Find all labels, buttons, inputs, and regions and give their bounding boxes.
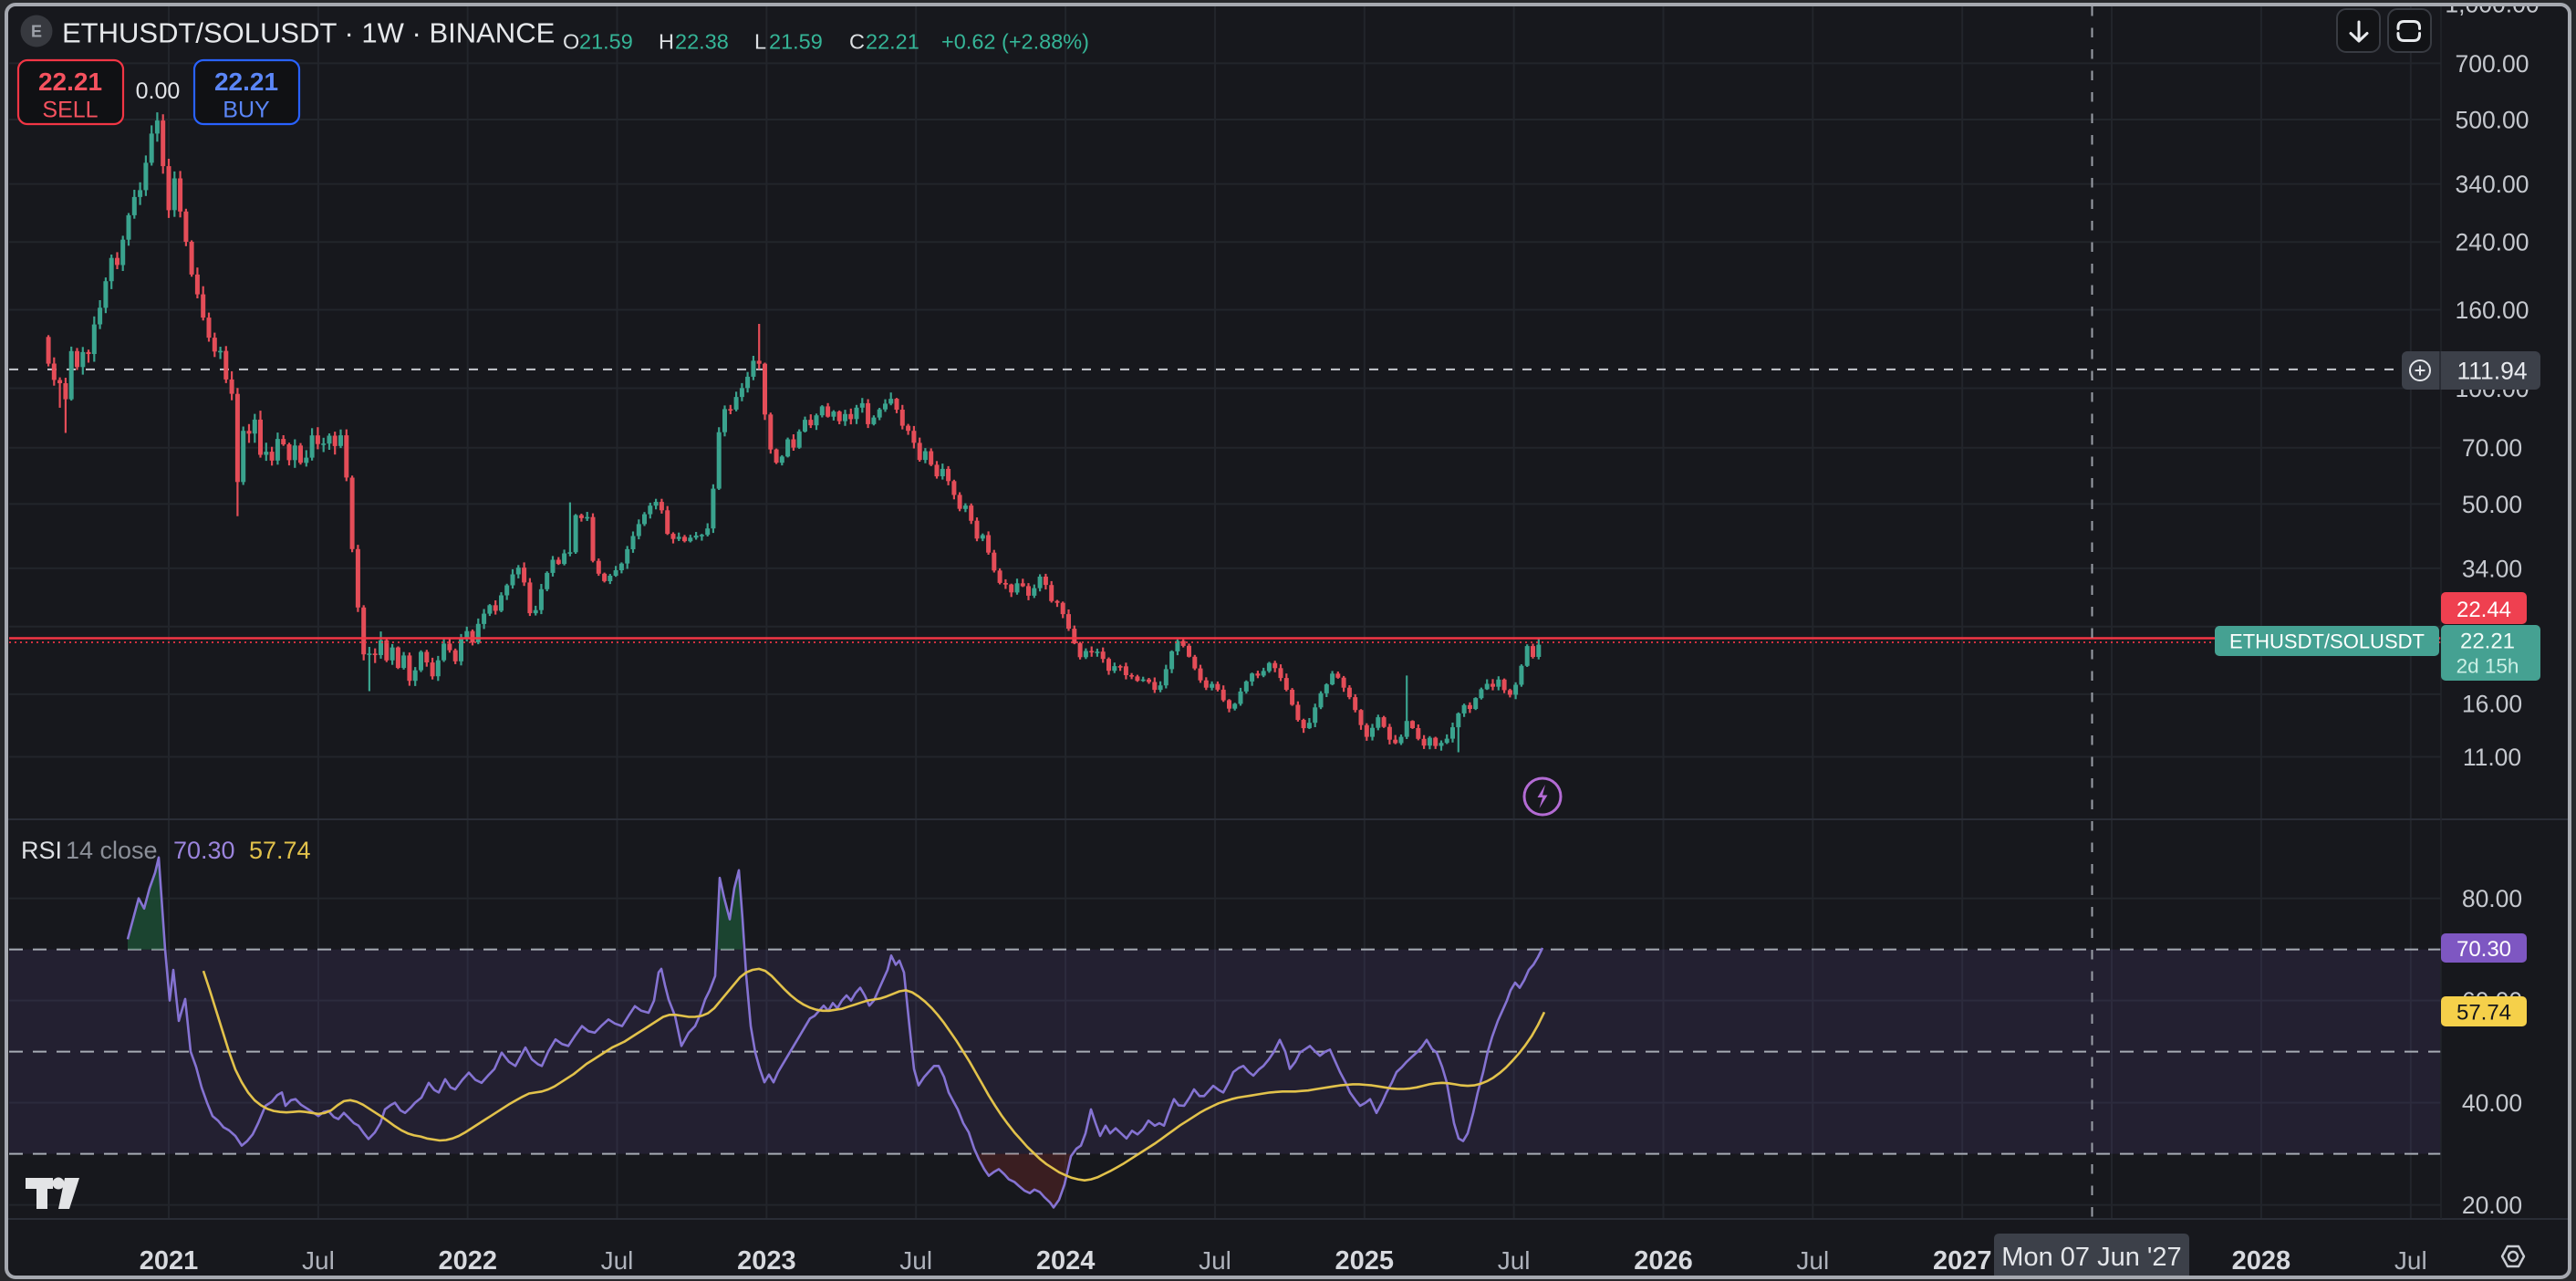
svg-text:111.94: 111.94: [2457, 357, 2527, 384]
svg-text:16.00: 16.00: [2462, 690, 2522, 717]
svg-text:57.74: 57.74: [249, 837, 311, 864]
svg-text:50.00: 50.00: [2462, 491, 2522, 518]
svg-text:21.59: 21.59: [769, 30, 823, 54]
svg-text:22.21: 22.21: [2460, 630, 2515, 654]
svg-text:22.21: 22.21: [214, 68, 278, 96]
svg-text:+0.62 (+2.88%): +0.62 (+2.88%): [941, 30, 1089, 54]
svg-text:2022: 2022: [438, 1246, 497, 1276]
svg-text:1,000.00: 1,000.00: [2445, 0, 2539, 18]
svg-text:21.59: 21.59: [579, 30, 633, 54]
svg-text:2025: 2025: [1335, 1246, 1395, 1276]
svg-text:160.00: 160.00: [2455, 297, 2529, 324]
svg-text:40.00: 40.00: [2462, 1089, 2522, 1117]
svg-text:70.30: 70.30: [173, 837, 235, 864]
svg-text:BUY: BUY: [223, 98, 270, 123]
svg-text:Jul: Jul: [302, 1246, 335, 1275]
svg-text:14 close: 14 close: [66, 837, 158, 864]
svg-text:11.00: 11.00: [2463, 744, 2521, 771]
svg-text:Jul: Jul: [1199, 1246, 1231, 1275]
svg-text:20.00: 20.00: [2462, 1192, 2522, 1219]
svg-text:C: C: [849, 30, 865, 54]
svg-text:2023: 2023: [737, 1246, 796, 1276]
svg-text:22.21: 22.21: [38, 68, 102, 96]
svg-text:2d 15h: 2d 15h: [2457, 655, 2519, 678]
svg-text:57.74: 57.74: [2457, 1001, 2511, 1026]
svg-text:H: H: [659, 30, 674, 54]
svg-text:2026: 2026: [1634, 1246, 1693, 1276]
svg-text:L: L: [754, 30, 766, 54]
svg-text:500.00: 500.00: [2455, 106, 2529, 133]
svg-text:E: E: [31, 23, 42, 41]
svg-text:Jul: Jul: [899, 1246, 932, 1275]
svg-text:ETHUSDT/SOLUSDT · 1W · BINANCE: ETHUSDT/SOLUSDT · 1W · BINANCE: [62, 17, 555, 49]
svg-text:Jul: Jul: [1796, 1246, 1829, 1275]
svg-text:2028: 2028: [2232, 1246, 2291, 1276]
svg-text:240.00: 240.00: [2455, 229, 2529, 256]
svg-text:22.21: 22.21: [866, 30, 919, 54]
svg-text:Jul: Jul: [601, 1246, 634, 1275]
svg-text:2027: 2027: [1933, 1246, 1992, 1276]
svg-text:2024: 2024: [1036, 1246, 1096, 1276]
svg-text:340.00: 340.00: [2455, 171, 2529, 198]
svg-text:O: O: [563, 30, 579, 54]
svg-text:2021: 2021: [140, 1246, 199, 1276]
svg-text:22.38: 22.38: [675, 30, 729, 54]
svg-text:RSI: RSI: [21, 837, 62, 864]
svg-text:ETHUSDT/SOLUSDT: ETHUSDT/SOLUSDT: [2229, 630, 2425, 653]
svg-text:22.44: 22.44: [2457, 598, 2511, 622]
svg-text:700.00: 700.00: [2455, 50, 2529, 78]
svg-text:0.00: 0.00: [136, 78, 181, 104]
svg-text:70.30: 70.30: [2457, 937, 2511, 962]
svg-text:Jul: Jul: [2394, 1246, 2427, 1275]
svg-text:Mon 07 Jun '27: Mon 07 Jun '27: [2001, 1243, 2181, 1272]
svg-text:80.00: 80.00: [2462, 885, 2522, 912]
svg-text:Jul: Jul: [1498, 1246, 1531, 1275]
svg-text:34.00: 34.00: [2462, 555, 2522, 582]
svg-text:SELL: SELL: [42, 98, 98, 123]
svg-text:70.00: 70.00: [2462, 434, 2522, 462]
